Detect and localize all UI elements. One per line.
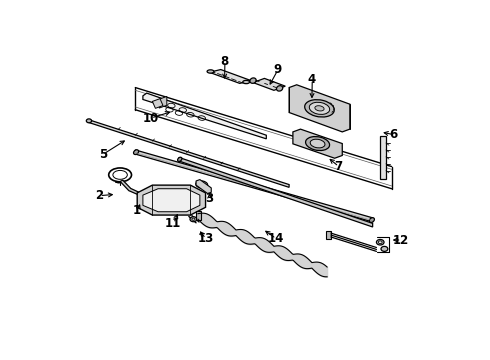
- Text: 1: 1: [133, 204, 141, 217]
- Polygon shape: [179, 157, 372, 227]
- Polygon shape: [135, 150, 372, 222]
- Text: 7: 7: [334, 160, 343, 173]
- Polygon shape: [159, 96, 167, 108]
- Ellipse shape: [177, 157, 182, 161]
- Ellipse shape: [276, 86, 283, 91]
- Polygon shape: [152, 99, 163, 108]
- Ellipse shape: [310, 139, 325, 148]
- Ellipse shape: [207, 70, 214, 73]
- Ellipse shape: [306, 136, 330, 150]
- Ellipse shape: [305, 100, 334, 117]
- Text: 3: 3: [205, 192, 214, 205]
- Polygon shape: [253, 78, 285, 90]
- Polygon shape: [209, 69, 251, 84]
- Polygon shape: [289, 85, 350, 132]
- Text: 10: 10: [143, 112, 159, 125]
- Polygon shape: [293, 129, 342, 158]
- Text: 12: 12: [393, 234, 409, 247]
- Polygon shape: [143, 189, 200, 212]
- Ellipse shape: [369, 218, 374, 222]
- Polygon shape: [88, 120, 289, 187]
- Ellipse shape: [309, 102, 330, 114]
- Text: 8: 8: [220, 55, 229, 68]
- Ellipse shape: [192, 218, 195, 220]
- Text: 9: 9: [273, 63, 282, 76]
- Polygon shape: [137, 185, 206, 215]
- Ellipse shape: [376, 239, 384, 245]
- Polygon shape: [118, 180, 139, 194]
- Ellipse shape: [190, 217, 197, 222]
- Ellipse shape: [378, 241, 382, 244]
- Text: 4: 4: [308, 73, 316, 86]
- Ellipse shape: [243, 80, 249, 84]
- Text: 13: 13: [197, 232, 214, 245]
- Text: 2: 2: [95, 189, 103, 202]
- Polygon shape: [326, 231, 331, 239]
- Ellipse shape: [315, 106, 324, 111]
- Ellipse shape: [381, 246, 388, 251]
- Text: 14: 14: [268, 232, 284, 245]
- Ellipse shape: [134, 150, 139, 154]
- Polygon shape: [143, 93, 267, 139]
- Polygon shape: [196, 180, 211, 193]
- Polygon shape: [196, 211, 201, 220]
- Ellipse shape: [86, 119, 92, 123]
- Text: 11: 11: [165, 217, 181, 230]
- Ellipse shape: [250, 78, 256, 83]
- Polygon shape: [380, 136, 386, 179]
- Text: 6: 6: [390, 128, 398, 141]
- Text: 5: 5: [99, 148, 107, 161]
